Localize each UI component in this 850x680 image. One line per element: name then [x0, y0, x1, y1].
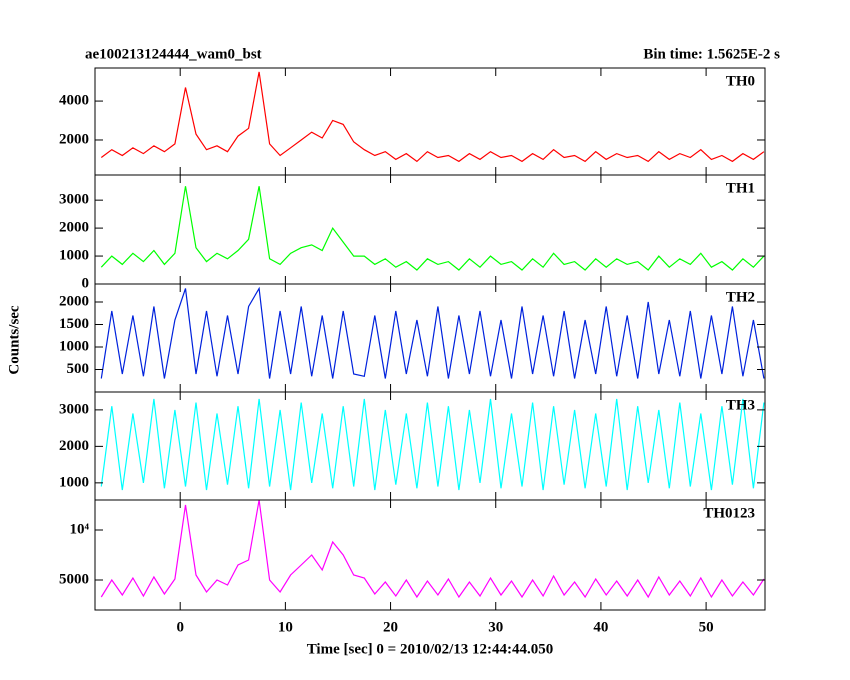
- y-tick-label: 2000: [59, 293, 89, 309]
- series-line: [100, 286, 765, 379]
- panel-frame: [94, 67, 766, 176]
- series-label: TH0123: [703, 505, 755, 521]
- y-tick-label: 4000: [59, 93, 89, 109]
- series-line: [100, 398, 765, 491]
- series-label: TH3: [726, 397, 755, 413]
- series-line: [100, 186, 765, 271]
- y-tick-label: 1000: [59, 338, 89, 354]
- y-tick-label: 500: [67, 361, 90, 377]
- panel-frame: [94, 174, 766, 285]
- series-label: TH1: [726, 180, 755, 196]
- y-tick-label: 1000: [59, 247, 89, 263]
- x-tick-label: 0: [176, 619, 184, 635]
- x-tick-label: 20: [383, 619, 398, 635]
- y-tick-label: 3000: [59, 192, 89, 208]
- y-tick-label: 0: [82, 275, 90, 291]
- series-label: TH2: [726, 289, 755, 305]
- y-tick-label: 10⁴: [70, 521, 90, 537]
- chart-subtitle: Bin time: 1.5625E-2 s: [643, 46, 780, 62]
- y-tick-label: 2000: [59, 220, 89, 236]
- y-tick-label: 5000: [59, 571, 89, 587]
- panel-frame: [94, 499, 766, 611]
- chart-title: ae100213124444_wam0_bst: [85, 46, 262, 62]
- x-axis-label: Time [sec] 0 = 2010/02/13 12:44:44.050: [307, 641, 554, 657]
- y-tick-label: 2000: [59, 131, 89, 147]
- x-tick-label: 40: [593, 619, 608, 635]
- y-axis-label: Counts/sec: [6, 305, 22, 375]
- series-line: [100, 499, 765, 599]
- panel-frame: [94, 283, 766, 393]
- series-label: TH0: [726, 73, 755, 89]
- y-tick-label: 3000: [59, 401, 89, 417]
- y-tick-label: 1000: [59, 474, 89, 490]
- x-tick-label: 50: [699, 619, 714, 635]
- x-tick-label: 10: [278, 619, 293, 635]
- y-tick-label: 2000: [59, 438, 89, 454]
- y-tick-label: 1500: [59, 316, 89, 332]
- series-line: [100, 71, 765, 163]
- x-tick-label: 30: [488, 619, 503, 635]
